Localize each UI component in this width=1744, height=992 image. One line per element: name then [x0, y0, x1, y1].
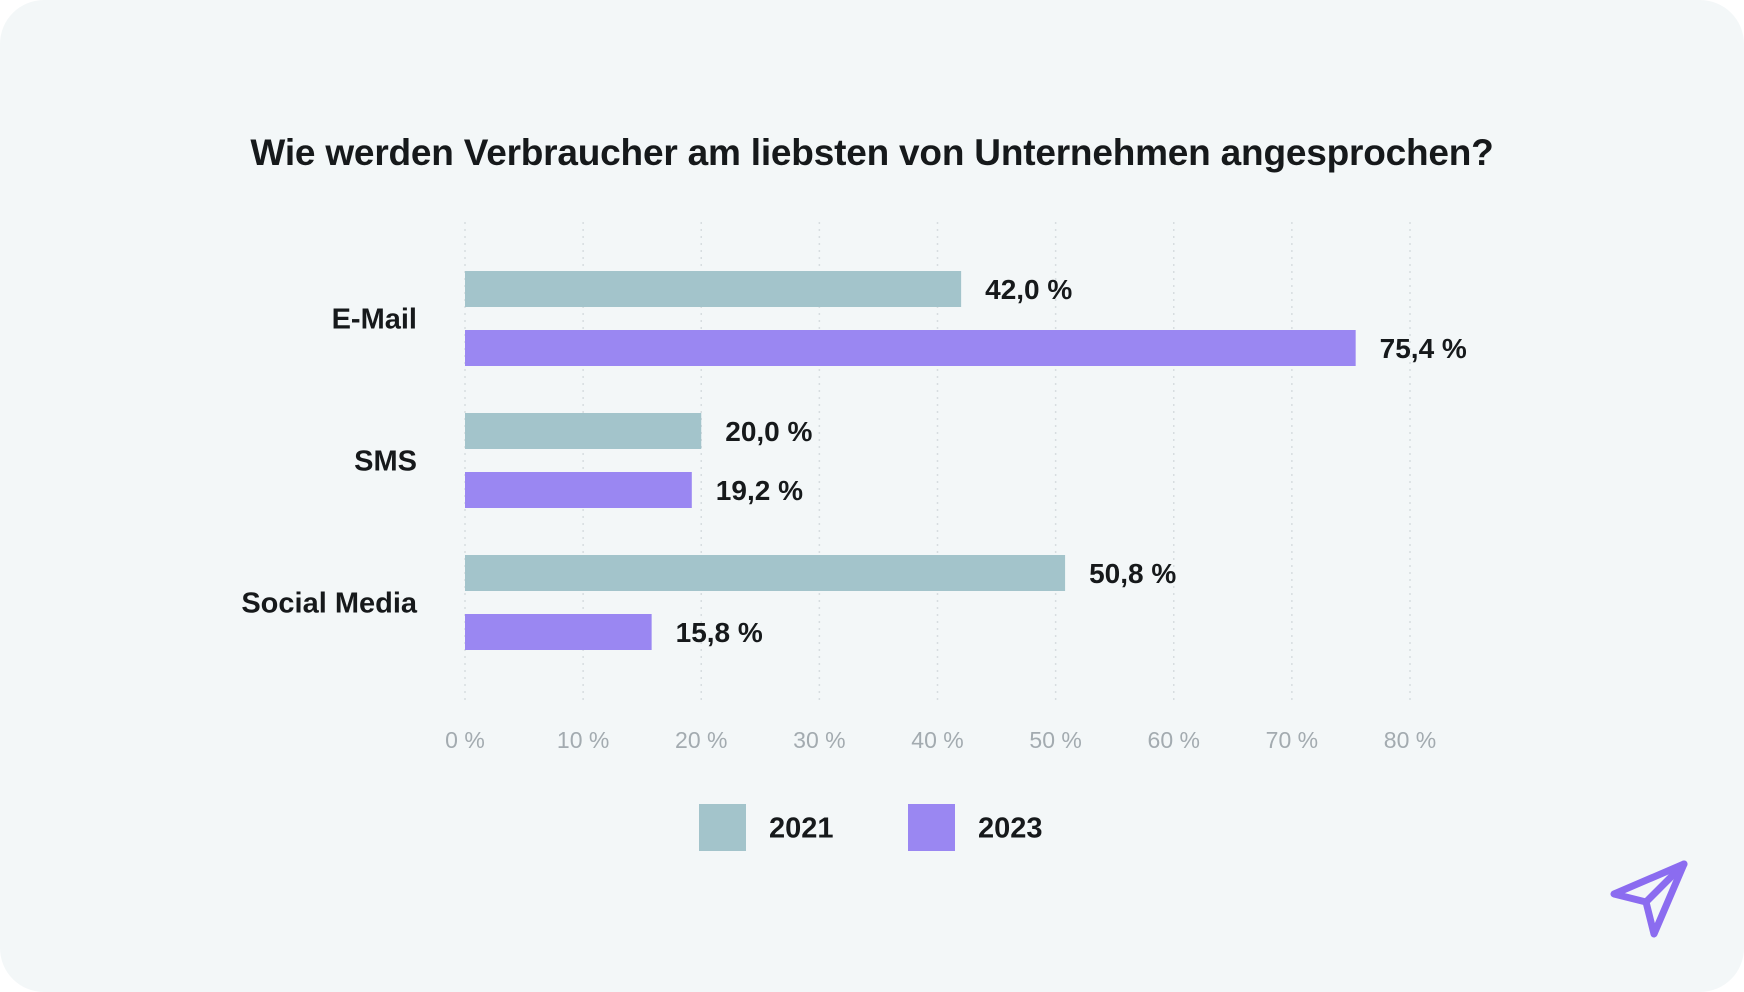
data-label: 42,0 %	[985, 274, 1072, 305]
x-tick-label: 10 %	[557, 727, 609, 753]
bar-2023	[465, 472, 692, 508]
legend-swatch-2023	[908, 804, 955, 851]
x-tick-label: 40 %	[911, 727, 963, 753]
bar-2021	[465, 555, 1066, 591]
bar-2023	[465, 614, 652, 650]
chart-title: Wie werden Verbraucher am liebsten von U…	[250, 132, 1494, 173]
data-label: 19,2 %	[716, 475, 803, 506]
category-label: E-Mail	[332, 304, 417, 336]
x-tick-label: 50 %	[1029, 727, 1081, 753]
category-label: Social Media	[241, 588, 418, 620]
legend-label: 2021	[769, 813, 834, 845]
x-tick-label: 70 %	[1266, 727, 1318, 753]
category-label: SMS	[354, 446, 417, 478]
legend-label: 2023	[978, 813, 1043, 845]
data-label: 75,4 %	[1380, 333, 1467, 364]
data-label: 15,8 %	[676, 617, 763, 648]
paper-plane-icon	[1610, 860, 1688, 938]
bar-2023	[465, 330, 1356, 366]
bar-2021	[465, 413, 702, 449]
x-tick-label: 30 %	[793, 727, 845, 753]
data-label: 50,8 %	[1089, 558, 1176, 589]
x-tick-label: 0 %	[445, 727, 485, 753]
x-tick-label: 60 %	[1148, 727, 1200, 753]
legend-swatch-2021	[699, 804, 746, 851]
bar-2021	[465, 271, 962, 307]
x-tick-label: 80 %	[1384, 727, 1436, 753]
x-tick-label: 20 %	[675, 727, 727, 753]
data-label: 20,0 %	[725, 416, 812, 447]
